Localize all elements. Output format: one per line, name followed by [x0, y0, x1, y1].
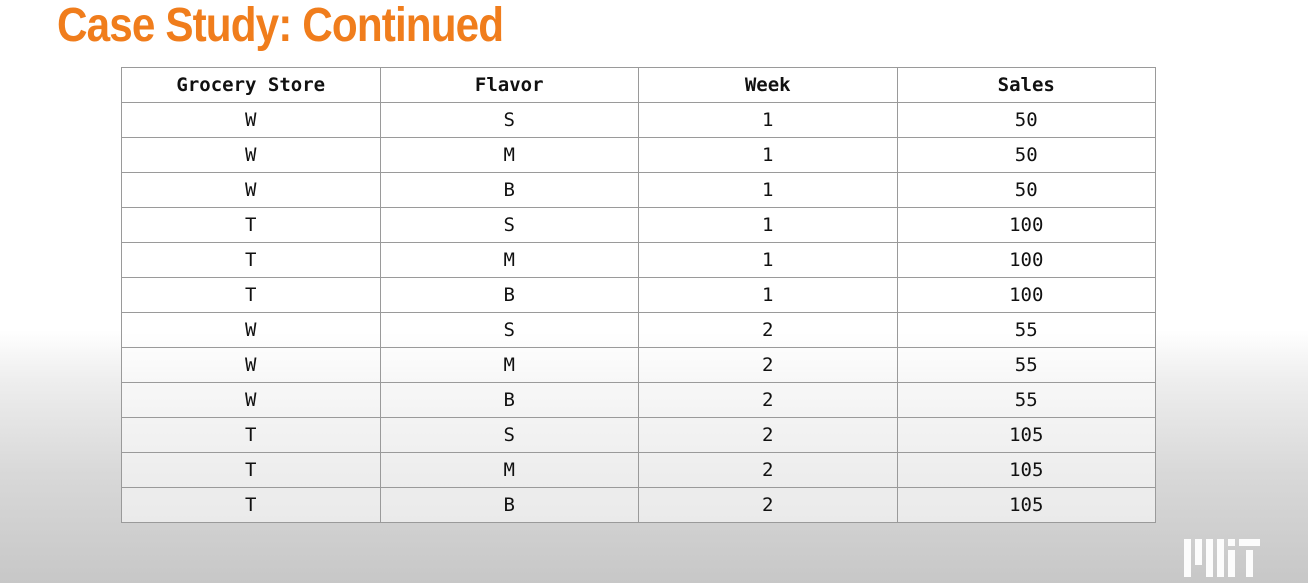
- cell-flavor: M: [379, 347, 639, 383]
- table-row: T S 1 100: [121, 207, 1156, 243]
- cell-week: 1: [638, 242, 898, 278]
- cell-grocery-store: T: [121, 242, 381, 278]
- cell-grocery-store: W: [121, 102, 381, 138]
- cell-flavor: S: [379, 102, 639, 138]
- cell-grocery-store: W: [121, 137, 381, 173]
- cell-week: 2: [638, 417, 898, 453]
- table-row: T M 2 105: [121, 452, 1156, 488]
- cell-flavor: B: [379, 382, 639, 418]
- cell-flavor: B: [379, 277, 639, 313]
- cell-flavor: S: [379, 207, 639, 243]
- cell-sales: 55: [896, 382, 1156, 418]
- cell-grocery-store: W: [121, 312, 381, 348]
- table-row: T S 2 105: [121, 417, 1156, 453]
- cell-sales: 105: [896, 417, 1156, 453]
- mit-logo: [1184, 539, 1260, 577]
- cell-week: 1: [638, 102, 898, 138]
- table-row: T B 2 105: [121, 487, 1156, 523]
- cell-flavor: S: [379, 312, 639, 348]
- cell-week: 2: [638, 487, 898, 523]
- cell-sales: 100: [896, 207, 1156, 243]
- cell-grocery-store: T: [121, 487, 381, 523]
- cell-sales: 105: [896, 487, 1156, 523]
- cell-flavor: M: [379, 137, 639, 173]
- cell-sales: 100: [896, 242, 1156, 278]
- cell-grocery-store: T: [121, 417, 381, 453]
- column-header-flavor: Flavor: [379, 67, 639, 103]
- cell-flavor: B: [379, 172, 639, 208]
- cell-sales: 50: [896, 172, 1156, 208]
- cell-grocery-store: W: [121, 382, 381, 418]
- table-row: T B 1 100: [121, 277, 1156, 313]
- cell-week: 1: [638, 207, 898, 243]
- cell-grocery-store: T: [121, 452, 381, 488]
- cell-flavor: B: [379, 487, 639, 523]
- cell-sales: 100: [896, 277, 1156, 313]
- slide-title: Case Study: Continued: [57, 0, 504, 52]
- table-row: W M 2 55: [121, 347, 1156, 383]
- table-row: T M 1 100: [121, 242, 1156, 278]
- sales-table: Grocery Store Flavor Week Sales W S 1 50…: [121, 67, 1156, 523]
- cell-grocery-store: T: [121, 207, 381, 243]
- table-row: W S 2 55: [121, 312, 1156, 348]
- cell-flavor: M: [379, 452, 639, 488]
- table-row: W M 1 50: [121, 137, 1156, 173]
- cell-week: 2: [638, 382, 898, 418]
- cell-sales: 55: [896, 347, 1156, 383]
- table-row: W B 1 50: [121, 172, 1156, 208]
- column-header-grocery-store: Grocery Store: [121, 67, 381, 103]
- cell-week: 2: [638, 347, 898, 383]
- cell-sales: 105: [896, 452, 1156, 488]
- column-header-sales: Sales: [896, 67, 1156, 103]
- cell-week: 1: [638, 137, 898, 173]
- cell-grocery-store: T: [121, 277, 381, 313]
- cell-week: 1: [638, 172, 898, 208]
- cell-week: 2: [638, 452, 898, 488]
- cell-grocery-store: W: [121, 172, 381, 208]
- cell-sales: 50: [896, 102, 1156, 138]
- cell-week: 2: [638, 312, 898, 348]
- cell-flavor: S: [379, 417, 639, 453]
- cell-flavor: M: [379, 242, 639, 278]
- cell-sales: 50: [896, 137, 1156, 173]
- cell-grocery-store: W: [121, 347, 381, 383]
- cell-week: 1: [638, 277, 898, 313]
- column-header-week: Week: [638, 67, 898, 103]
- table-header-row: Grocery Store Flavor Week Sales: [121, 67, 1156, 103]
- table-row: W S 1 50: [121, 102, 1156, 138]
- cell-sales: 55: [896, 312, 1156, 348]
- table-row: W B 2 55: [121, 382, 1156, 418]
